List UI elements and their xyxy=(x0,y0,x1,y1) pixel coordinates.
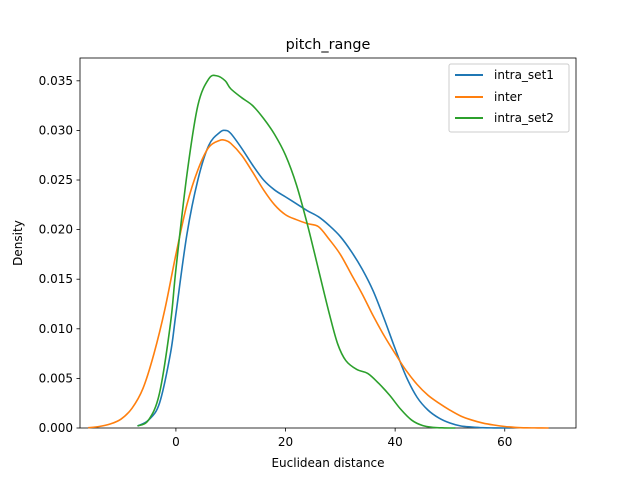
y-tick-label: 0.010 xyxy=(39,322,73,336)
x-axis-label: Euclidean distance xyxy=(271,456,384,470)
x-axis: 0 20 40 60 xyxy=(172,428,512,449)
y-tick-label: 0.005 xyxy=(39,371,73,385)
y-tick-label: 0.000 xyxy=(39,421,73,435)
y-tick-label: 0.015 xyxy=(39,272,73,286)
legend-label-intra-set1: intra_set1 xyxy=(494,68,554,82)
plot-frame xyxy=(79,57,577,429)
chart-title: pitch_range xyxy=(286,37,371,53)
y-tick-label: 0.025 xyxy=(39,173,73,187)
y-tick-label: 0.030 xyxy=(39,123,73,137)
legend-label-inter: inter xyxy=(494,90,522,104)
series-lines xyxy=(88,74,549,429)
y-tick-label: 0.020 xyxy=(39,223,73,237)
x-tick-label: 0 xyxy=(172,435,180,449)
legend-label-intra-set2: intra_set2 xyxy=(494,111,554,125)
series-line-intra-set1 xyxy=(137,129,511,429)
legend-box xyxy=(448,63,570,133)
y-tick-label: 0.035 xyxy=(39,74,73,88)
x-tick-label: 20 xyxy=(278,435,293,449)
x-tick-label: 40 xyxy=(387,435,402,449)
legend: intra_set1 inter intra_set2 xyxy=(448,63,570,133)
y-axis-label: Density xyxy=(11,220,25,266)
series-line-intra-set2 xyxy=(137,74,456,429)
x-tick-label: 60 xyxy=(497,435,512,449)
series-line-inter xyxy=(88,138,549,429)
y-axis: 0.000 0.005 0.010 0.015 0.020 0.025 0.030 0.035 xyxy=(39,74,80,435)
